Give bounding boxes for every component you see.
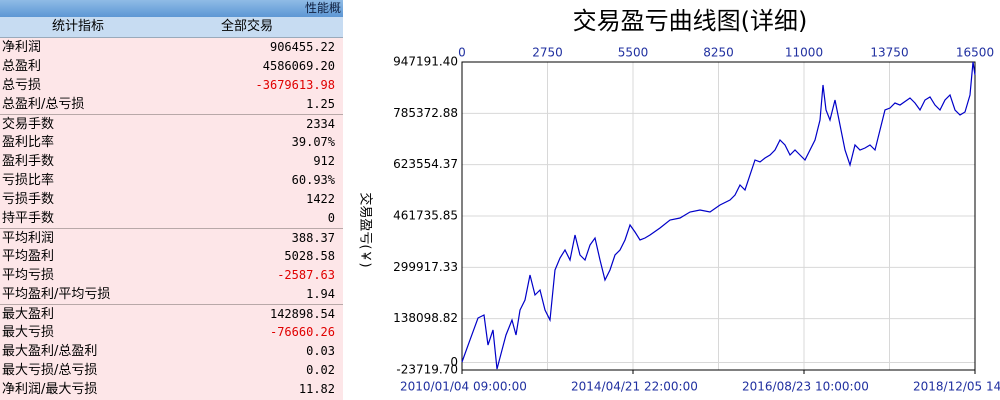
stat-value: 4586069.20	[262, 59, 335, 73]
stat-value: 60.93%	[291, 173, 335, 187]
x-tick-label: 8250	[703, 46, 734, 60]
stat-label: 总盈利/总亏损	[2, 97, 85, 112]
x-tick-label: 2018/12/05 14	[913, 380, 1000, 394]
x-tick-label: 2016/08/23 10:00:00	[742, 380, 869, 394]
panel-title: 性能概	[0, 0, 343, 17]
stat-row: 平均盈利 5028.58	[0, 247, 343, 266]
stat-label: 净利润/最大亏损	[2, 382, 98, 397]
stat-row: 亏损手数 1422	[0, 190, 343, 209]
stat-label: 平均亏损	[2, 268, 55, 283]
stat-value: 0	[327, 211, 335, 225]
chart-title: 交易盈亏曲线图(详细)	[573, 7, 808, 35]
y-tick-label: -23719.70	[396, 363, 458, 377]
y-tick-label: 138098.82	[393, 311, 458, 325]
x-tick-label: 2750	[532, 46, 563, 60]
stat-row: 最大亏损 -76660.26	[0, 323, 343, 342]
x-tick-label: 16500	[956, 46, 994, 60]
stat-row: 交易手数 2334	[0, 114, 343, 133]
stat-value: -2587.63	[277, 268, 335, 282]
stat-value: 1422	[306, 192, 335, 206]
stat-row: 总盈利 4586069.20	[0, 57, 343, 76]
stat-label: 交易手数	[2, 117, 55, 132]
chart: 交易盈亏曲线图(详细) 交易盈亏(￥) -23719.700138098.822…	[358, 7, 1000, 394]
stat-label: 盈利比率	[2, 135, 55, 150]
plot-border	[461, 61, 976, 371]
x-tick-label: 13750	[870, 46, 908, 60]
y-tick-label: 299917.33	[393, 260, 458, 274]
stat-value: -76660.26	[269, 325, 335, 339]
y-axis-label: 交易盈亏(￥)	[358, 192, 374, 267]
stat-row: 盈利手数 912	[0, 152, 343, 171]
x-tick-label: 11000	[785, 46, 823, 60]
stat-label: 净利润	[2, 40, 42, 55]
stat-row: 最大盈利 142898.54	[0, 304, 343, 323]
y-tick-label: 947191.40	[393, 55, 458, 69]
stat-label: 平均盈利	[2, 249, 55, 264]
column-header: 统计指标 全部交易	[0, 17, 343, 38]
stat-value: 39.07%	[291, 135, 335, 149]
x-tick-label: 2010/01/04 09:00:00	[400, 380, 527, 394]
x-tick-label: 5500	[618, 46, 649, 60]
stat-row: 平均亏损 -2587.63	[0, 266, 343, 285]
stat-value: 142898.54	[269, 307, 335, 321]
stat-value: 0.02	[306, 363, 335, 377]
stat-value: 906455.22	[269, 40, 335, 54]
stat-row: 总亏损 -3679613.98	[0, 76, 343, 95]
stat-value: 0.03	[306, 344, 335, 358]
stat-row: 总盈利/总亏损 1.25	[0, 95, 343, 114]
stat-label: 最大亏损	[2, 325, 55, 340]
stat-value: 1.94	[306, 287, 335, 301]
stat-row: 净利润 906455.22	[0, 38, 343, 57]
y-tick-label: 461735.85	[393, 209, 458, 223]
stat-row: 盈利比率 39.07%	[0, 133, 343, 152]
stat-label: 最大盈利	[2, 307, 55, 322]
y-tick-label: 623554.37	[393, 157, 458, 171]
stat-label: 平均盈利/平均亏损	[2, 287, 111, 302]
stat-label: 总盈利	[2, 59, 42, 74]
stat-value: 388.37	[291, 231, 335, 245]
stat-label: 持平手数	[2, 211, 55, 226]
stat-label: 平均利润	[2, 231, 55, 246]
y-tick-label: 0	[450, 355, 458, 369]
stat-row: 最大亏损/总亏损 0.02	[0, 361, 343, 380]
stat-value: -3679613.98	[255, 78, 335, 92]
stat-label: 亏损比率	[2, 173, 55, 188]
y-tick-label: 785372.88	[393, 106, 458, 120]
stat-label: 亏损手数	[2, 192, 55, 207]
header-cell: 全部交易	[221, 19, 274, 34]
stat-label: 最大亏损/总亏损	[2, 363, 98, 378]
stat-row: 净利润/最大亏损 11.82	[0, 380, 343, 399]
stat-value: 5028.58	[284, 249, 335, 263]
stats-panel: 性能概 统计指标 全部交易 净利润 906455.22 总盈利 4586069.20 总…	[0, 0, 343, 400]
x-tick-label: 0	[458, 46, 466, 60]
stat-label: 盈利手数	[2, 154, 55, 169]
stat-value: 2334	[306, 117, 335, 131]
equity-line	[461, 61, 976, 370]
stat-label: 总亏损	[2, 78, 42, 93]
header-cell: 统计指标	[52, 19, 105, 34]
stat-label: 最大盈利/总盈利	[2, 344, 98, 359]
x-tick-label: 2014/04/21 22:00:00	[571, 380, 698, 394]
stat-row: 平均利润 388.37	[0, 228, 343, 247]
stat-row: 亏损比率 60.93%	[0, 171, 343, 190]
stat-row: 持平手数 0	[0, 209, 343, 228]
stats-rows: 净利润 906455.22 总盈利 4586069.20 总亏损 -3679613.98 总…	[0, 38, 343, 399]
stat-row: 最大盈利/总盈利 0.03	[0, 342, 343, 361]
stat-row: 平均盈利/平均亏损 1.94	[0, 285, 343, 304]
stat-value: 1.25	[306, 97, 335, 111]
stat-value: 912	[313, 154, 335, 168]
stat-value: 11.82	[298, 382, 335, 396]
